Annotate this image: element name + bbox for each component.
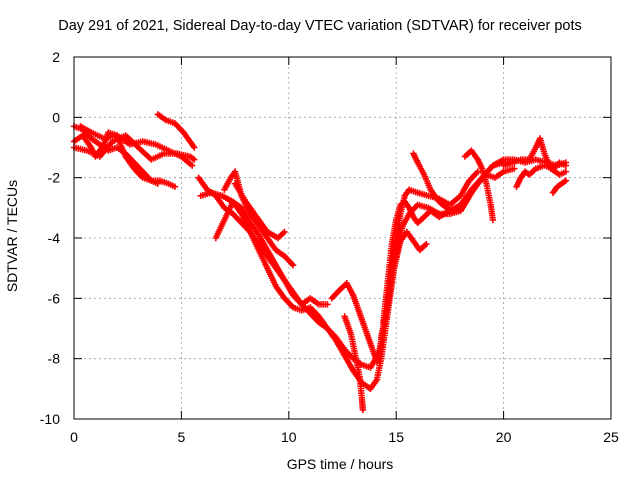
series-track-k — [328, 280, 385, 365]
x-tick-label: 20 — [496, 429, 512, 445]
data-point — [281, 228, 288, 236]
data-point — [562, 162, 570, 169]
y-tick-label: 0 — [52, 109, 60, 125]
data-point — [474, 168, 482, 175]
y-tick-label: -4 — [48, 230, 61, 246]
data-point — [171, 183, 179, 190]
data-point — [188, 162, 196, 169]
y-tick-label: -2 — [48, 170, 61, 186]
series-track-m — [380, 156, 570, 326]
y-tick-label: -10 — [40, 411, 60, 427]
x-tick-label: 15 — [388, 429, 404, 445]
y-tick-label: -8 — [48, 351, 61, 367]
data-point — [359, 406, 367, 414]
data-point — [377, 343, 385, 350]
x-tick-label: 25 — [603, 429, 619, 445]
series-track-e — [154, 111, 198, 151]
series-track-h — [212, 198, 331, 308]
data-points — [70, 111, 570, 414]
y-tick-label: 2 — [52, 49, 60, 65]
series-track-n — [377, 228, 430, 341]
data-point — [562, 177, 570, 184]
y-axis-label: SDTVAR / TECUs — [4, 179, 20, 293]
series-track-s — [549, 177, 570, 196]
y-tick-label: -6 — [48, 290, 61, 306]
data-point — [324, 301, 331, 308]
x-tick-label: 0 — [70, 429, 78, 445]
x-tick-labels: 0 5 10 15 20 25 — [70, 429, 619, 445]
series-track-o — [410, 150, 518, 215]
data-point — [511, 165, 518, 172]
data-point — [289, 261, 297, 269]
x-tick-label: 10 — [281, 429, 297, 445]
series-track-j — [231, 180, 288, 242]
data-point — [423, 240, 430, 248]
chart-title: Day 291 of 2021, Sidereal Day-to-day VTE… — [58, 18, 582, 34]
data-point — [191, 144, 198, 151]
series-track-q — [500, 135, 570, 178]
axis-ticks — [73, 56, 612, 420]
y-tick-labels: -10 -8 -6 -4 -2 0 2 — [40, 49, 60, 427]
data-point — [562, 168, 570, 175]
data-point — [191, 156, 198, 163]
series-track-p — [461, 147, 497, 224]
series-track-d — [77, 123, 196, 169]
x-tick-label: 5 — [178, 429, 186, 445]
series-track-r — [513, 159, 570, 190]
x-axis-label: GPS time / hours — [286, 456, 394, 472]
grid-lines — [74, 57, 611, 419]
data-point — [489, 216, 497, 224]
series-track-l — [341, 313, 367, 414]
